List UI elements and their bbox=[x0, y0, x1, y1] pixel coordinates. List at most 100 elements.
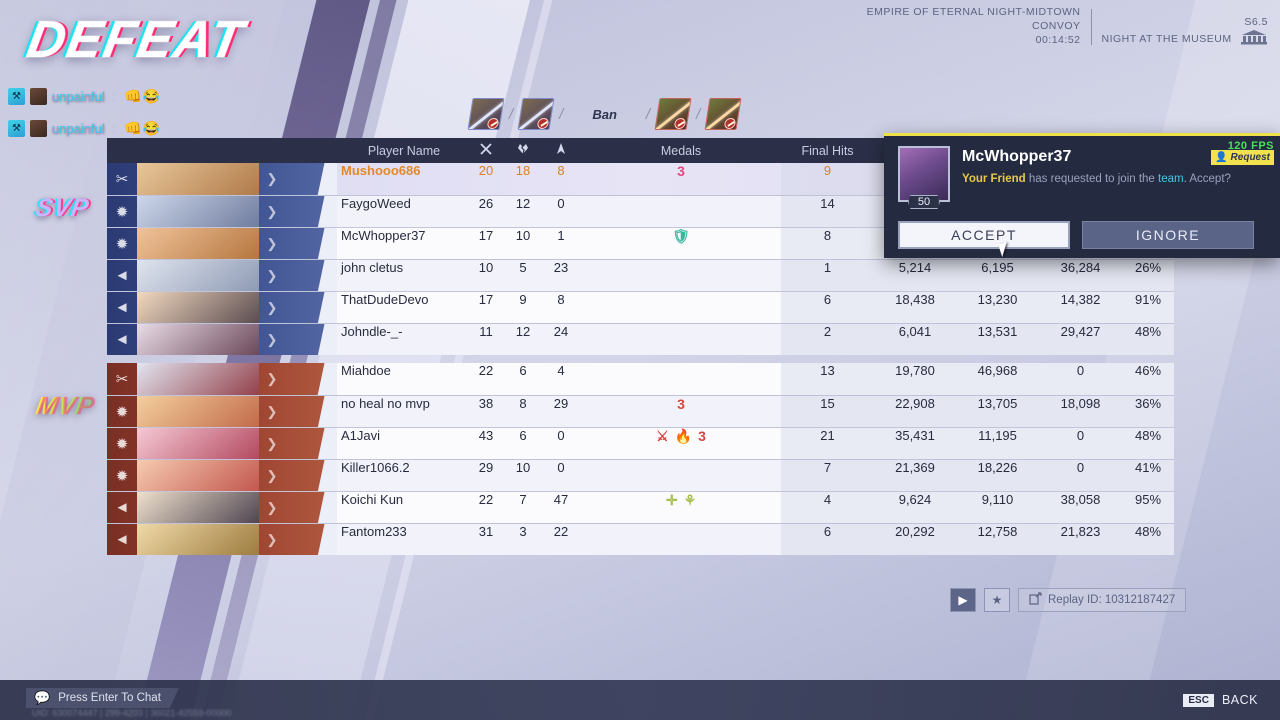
vanguard-icon: ✹ bbox=[115, 435, 129, 453]
final-hits-value: 6 bbox=[781, 524, 874, 555]
request-badge: 👤 Request bbox=[1211, 150, 1274, 165]
chat-rank-badge-icon: ⚒ bbox=[8, 88, 25, 105]
chevron-right-icon[interactable]: ❯ bbox=[266, 267, 278, 283]
assists-value: 0 bbox=[557, 196, 565, 211]
chevron-right-icon[interactable]: ❯ bbox=[266, 435, 278, 451]
assists-value: 47 bbox=[553, 492, 569, 507]
header-final-hits: Final Hits bbox=[801, 143, 854, 158]
vanguard-icon: ✹ bbox=[115, 235, 129, 253]
accuracy-value: 48% bbox=[1122, 324, 1174, 355]
tanked-value: 14,382 bbox=[1039, 292, 1122, 323]
share-icon bbox=[1029, 592, 1042, 608]
table-row[interactable]: ✹ ❯ no heal no mvp 38 8 29 3 15 22,908 13,705 18,0… bbox=[107, 395, 1174, 427]
damage-value: 6,041 bbox=[874, 324, 956, 355]
damage-value: 35,431 bbox=[874, 428, 956, 459]
kills-value: 22 bbox=[478, 492, 494, 507]
deaths-value: 3 bbox=[519, 524, 527, 539]
medals-cell: ⚔ 🔥 3 bbox=[581, 428, 781, 459]
chevron-right-icon[interactable]: ❯ bbox=[266, 203, 278, 219]
chevron-right-icon[interactable]: ❯ bbox=[266, 403, 278, 419]
accuracy-value: 48% bbox=[1122, 524, 1174, 555]
play-icon[interactable]: ▶ bbox=[950, 588, 976, 612]
avatar: 50 bbox=[898, 146, 950, 209]
chat-hint[interactable]: 💬 Press Enter To Chat bbox=[26, 688, 179, 708]
damage-value: 18,438 bbox=[874, 292, 956, 323]
kills-value: 29 bbox=[478, 460, 494, 475]
chevron-right-icon[interactable]: ❯ bbox=[266, 235, 278, 251]
kills-value: 11 bbox=[479, 324, 493, 339]
assists-value: 4 bbox=[557, 363, 565, 378]
hero-portrait bbox=[137, 492, 259, 523]
accuracy-value: 91% bbox=[1122, 292, 1174, 323]
hero-strip: ◄ ❯ bbox=[107, 492, 337, 523]
medal-icon: 3 bbox=[677, 396, 685, 412]
uid-text: UID: 630074447 | 299-4203 | 36021-42559-… bbox=[32, 708, 232, 718]
deaths-value: 12 bbox=[515, 324, 531, 339]
chevron-right-icon[interactable]: ❯ bbox=[266, 499, 278, 515]
chat-player-name: unpainful bbox=[52, 121, 105, 136]
chevron-right-icon[interactable]: ❯ bbox=[266, 531, 278, 547]
accuracy-value: 41% bbox=[1122, 460, 1174, 491]
chat-emoji: 👊😂 bbox=[124, 120, 162, 136]
final-hits-value: 4 bbox=[781, 492, 874, 523]
tanked-value: 0 bbox=[1039, 363, 1122, 395]
deaths-value: 10 bbox=[515, 460, 531, 475]
hero-portrait bbox=[137, 163, 259, 195]
kills-value: 20 bbox=[478, 163, 494, 178]
star-icon[interactable]: ★ bbox=[984, 588, 1010, 612]
chevron-right-icon[interactable]: ❯ bbox=[266, 331, 278, 347]
table-row[interactable]: ◄ ❯ Johndle-_- 11 12 24 2 6,041 13,531 29,427 48% bbox=[107, 323, 1174, 355]
ignore-button[interactable]: IGNORE bbox=[1082, 221, 1254, 249]
player-name: ThatDudeDevo bbox=[341, 292, 429, 307]
popup-message: Your Friend has requested to join the te… bbox=[962, 173, 1231, 185]
back-control[interactable]: ESC BACK bbox=[1183, 693, 1258, 707]
scoreboard-table: Player Name Medals Final Hits Damage ✂❯M… bbox=[107, 138, 1174, 555]
table-row[interactable]: ✹ ❯ A1Javi 43 6 0 ⚔ 🔥 3 21 35,431 11,195 0 48% bbox=[107, 427, 1174, 459]
assists-value: 0 bbox=[557, 460, 565, 475]
table-row[interactable]: ◄ ❯ Koichi Kun 22 7 47 ✛ ⚘ 4 9,624 9,110 38,058 95% bbox=[107, 491, 1174, 523]
tanked-value: 18,098 bbox=[1039, 396, 1122, 427]
damage-value: 21,369 bbox=[874, 460, 956, 491]
hero-portrait bbox=[137, 228, 259, 259]
medals-cell bbox=[581, 324, 781, 355]
hero-strip: ◄ ❯ bbox=[107, 324, 337, 355]
team-divider bbox=[107, 355, 1174, 363]
chat-rank-badge-icon: ⚒ bbox=[8, 120, 25, 137]
player-name: McWhopper37 bbox=[341, 228, 426, 243]
healing-value: 6,195 bbox=[956, 260, 1039, 291]
medal-icon: 🛡 bbox=[672, 228, 690, 244]
chevron-right-icon[interactable]: ❯ bbox=[266, 467, 278, 483]
hero-portrait bbox=[137, 292, 259, 323]
table-row[interactable]: ◄ ❯ ThatDudeDevo 17 9 8 6 18,438 13,230 14,382 91% bbox=[107, 291, 1174, 323]
chevron-right-icon[interactable]: ❯ bbox=[266, 171, 278, 186]
duelist-icon: ◄ bbox=[114, 267, 130, 284]
medal-icon: 3 bbox=[677, 163, 685, 179]
ban-separator: / bbox=[645, 105, 651, 123]
hero-strip: ✹ ❯ bbox=[107, 196, 337, 227]
ban-label: Ban bbox=[592, 106, 617, 122]
final-hits-value: 6 bbox=[781, 292, 874, 323]
accept-button[interactable]: ACCEPT bbox=[898, 221, 1070, 249]
fps-counter: 120 FPS bbox=[1227, 140, 1274, 152]
replay-id-box[interactable]: Replay ID: 10312187427 bbox=[1018, 588, 1187, 612]
healing-value: 13,705 bbox=[956, 396, 1039, 427]
table-row[interactable]: ✂ ❯ Miahdoe 22 6 4 13 19,780 46,968 0 46% bbox=[107, 363, 1174, 395]
hero-strip: ✹ ❯ bbox=[107, 428, 337, 459]
table-row[interactable]: ✹ ❯ Killer1066.2 29 10 0 7 21,369 18,226 0 41% bbox=[107, 459, 1174, 491]
chevron-right-icon[interactable]: ❯ bbox=[266, 299, 278, 315]
medals-cell bbox=[581, 460, 781, 491]
ban-separator: / bbox=[559, 105, 564, 123]
table-row[interactable]: ◄ ❯ john cletus 10 5 23 1 5,214 6,195 36,284 26% bbox=[107, 259, 1174, 291]
final-hits-value: 21 bbox=[781, 428, 874, 459]
vanguard-icon: ✹ bbox=[115, 467, 129, 485]
damage-value: 19,780 bbox=[874, 363, 956, 395]
tanked-value: 0 bbox=[1039, 460, 1122, 491]
medals-cell bbox=[581, 196, 781, 227]
table-row[interactable]: ◄ ❯ Fantom233 31 3 22 6 20,292 12,758 21,823 48% bbox=[107, 523, 1174, 555]
popup-team-label: team bbox=[1158, 173, 1184, 185]
player-name: Miahdoe bbox=[341, 363, 391, 378]
hero-portrait bbox=[137, 260, 259, 291]
red-team-rows: ✂ ❯ Miahdoe 22 6 4 13 19,780 46,968 0 46% ✹ ❯ no heal… bbox=[107, 363, 1174, 555]
chevron-right-icon[interactable]: ❯ bbox=[266, 371, 278, 386]
assists-value: 8 bbox=[557, 163, 565, 178]
